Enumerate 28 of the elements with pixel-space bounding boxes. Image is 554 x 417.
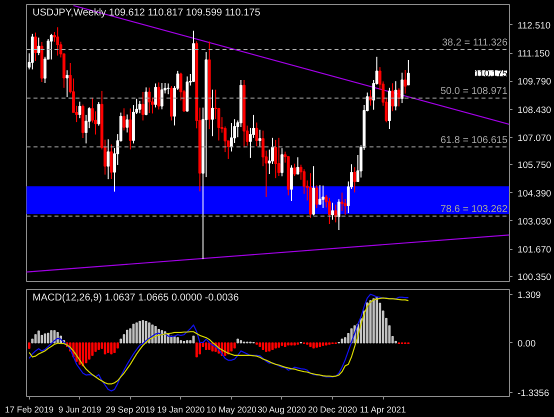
y-tick-label: 103.030 [518,216,552,226]
y-tick-label: 112.510 [518,20,551,30]
y-tick-label: 100.350 [518,272,552,282]
y-tick-label: 1.309 [518,290,541,300]
chart-title: USDJPY,Weekly 109.612 110.817 109.599 110.175 [32,8,261,18]
y-tick-label: -1.3356 [518,388,550,398]
annotation: 110.175 [474,68,508,79]
y-tick-label: 107.070 [518,132,552,143]
ref-line-label: 50.0 = 108.971 [440,86,508,98]
x-tick-label: 11 Apr 2021 [360,404,406,414]
y-tick-label: 109.790 [518,76,552,87]
chart-title: MACD(12,26,9) 1.0637 1.0665 0.0000 -0.0036 [32,292,240,304]
ref-line-label: 78.6 = 103.262 [440,204,508,216]
ref-line-label: 61.8 = 106.615 [440,134,508,146]
y-tick-label: 104.390 [518,188,552,198]
x-tick-label: 29 Sep 2019 [106,404,156,414]
x-tick-label: 19 Jan 2020 [157,404,205,414]
x-tick-label: 9 Jun 2019 [58,404,102,414]
x-tick-label: 20 Dec 2020 [308,404,358,414]
y-tick-label: 101.670 [518,244,552,255]
y-tick-label: 111.150 [518,48,550,59]
x-tick-label: 17 Feb 2019 [4,404,54,414]
y-tick-label: 108.430 [518,104,552,115]
ref-line-label: 38.2 = 111.326 [442,37,508,48]
x-tick-label: 10 May 2020 [206,404,257,414]
y-tick-label: 0.00 [518,338,536,348]
y-tick-label: 105.750 [518,160,552,170]
x-tick-label: 30 Aug 2020 [257,404,306,414]
